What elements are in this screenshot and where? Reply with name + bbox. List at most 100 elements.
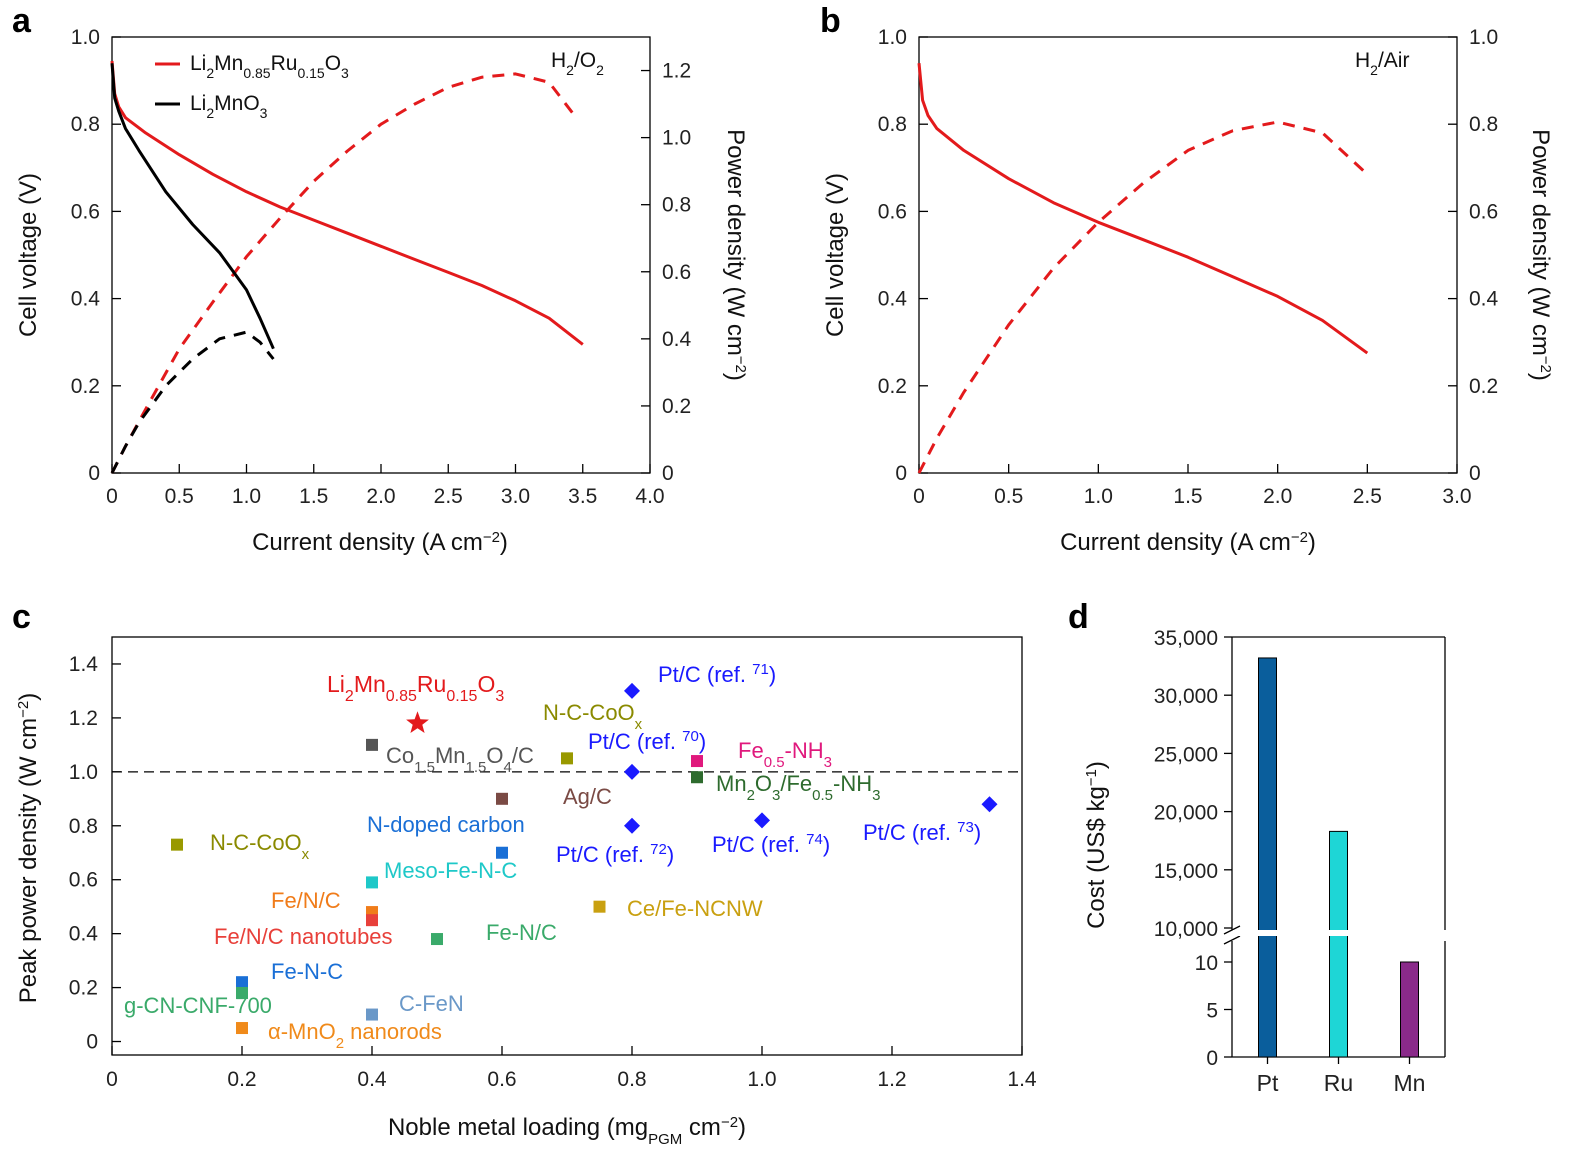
panel-a-x-label: Current density (A cm−2) bbox=[252, 529, 508, 557]
panel-a-y-ticks: 0 0.2 0.4 0.6 0.8 1.0 bbox=[71, 26, 121, 485]
panel-d-y-label: Cost (US$ kg−1) bbox=[1083, 761, 1111, 929]
y2-tick-label: 0.8 bbox=[662, 194, 691, 217]
panel-b-series bbox=[917, 63, 1369, 474]
x-tick-label: 1.2 bbox=[877, 1068, 906, 1091]
panel-b-annotation: H2/Air bbox=[1355, 49, 1409, 78]
point-label-mn2o3-fe-nh3: Mn2O3/Fe0.5-NH3 bbox=[716, 771, 880, 804]
point-label-fe-n-c-slash: Fe-N/C bbox=[486, 920, 557, 945]
panel-c-y-label: Peak power density (W cm−2) bbox=[15, 693, 43, 1004]
panel-a-series bbox=[110, 60, 584, 474]
point-label-ncco-ox-high: N-C-CoOx bbox=[543, 700, 643, 733]
y-tick-label: 0.8 bbox=[71, 113, 100, 136]
panel-b-x-ticks: 0 0.5 1.0 1.5 2.0 2.5 3.0 bbox=[913, 464, 1472, 508]
x-tick-label: 3.0 bbox=[1442, 485, 1471, 508]
x-tick-label-pt: Pt bbox=[1257, 1070, 1279, 1096]
x-tick-label: 0.4 bbox=[357, 1068, 387, 1091]
y-tick-label: 0.6 bbox=[71, 200, 100, 223]
series-line-3-power bbox=[110, 330, 275, 474]
x-tick-label: 3.5 bbox=[568, 485, 597, 508]
panel-b: b 0 0.5 1.0 1.5 2.0 2.5 3.0 0 0.2 0.4 0.6 0.8 1.0 0… bbox=[820, 2, 1555, 556]
point-n-c-coox-7 bbox=[561, 752, 573, 765]
x-tick-label: 0 bbox=[106, 485, 118, 508]
point-label-fe05-nh3: Fe0.5-NH3 bbox=[738, 738, 832, 771]
d-break-band bbox=[1233, 930, 1444, 936]
bar-ru bbox=[1329, 830, 1348, 1058]
panel-a-y2-ticks: 0 0.2 0.4 0.6 0.8 1.0 1.2 bbox=[641, 60, 692, 485]
point-meso-fe-n-c-13 bbox=[366, 876, 378, 889]
y2-tick-label: 0.4 bbox=[1469, 288, 1499, 311]
point-g-cn-cnf-700-19 bbox=[236, 986, 248, 999]
point-mn2o3-fe0-5-nh3-9 bbox=[691, 771, 703, 784]
point-label-ncco-ox-low: N-C-CoOx bbox=[210, 830, 310, 863]
point-n-c-coox-12 bbox=[171, 838, 183, 851]
x-tick-label: 0.5 bbox=[994, 485, 1023, 508]
y-tick-label: 0.4 bbox=[69, 923, 99, 946]
y2-tick-label: 0.4 bbox=[662, 328, 692, 351]
panel-b-y-label: Cell voltage (V) bbox=[822, 173, 849, 337]
panel-b-plot-frame bbox=[918, 36, 1458, 474]
x-tick-label: 2.0 bbox=[1263, 485, 1292, 508]
point-label-li2mnruo3: Li2Mn0.85Ru0.15O3 bbox=[327, 671, 504, 705]
y-tick-label: 30,000 bbox=[1154, 685, 1218, 708]
point-n-doped-carbon-11 bbox=[496, 846, 508, 859]
panel-d-bars bbox=[1233, 657, 1444, 1058]
legend-label-mn: Li2MnO3 bbox=[190, 92, 268, 121]
panel-c-point-labels: Li2Mn0.85Ru0.15O3 Pt/C (ref. 71) N-C-CoO… bbox=[124, 661, 981, 1052]
y-tick-label: 0.8 bbox=[878, 113, 907, 136]
point-label-c-fen: C-FeN bbox=[399, 991, 464, 1016]
panel-c-plot-frame bbox=[111, 636, 1023, 1056]
point-label-ce-fe-ncnw: Ce/Fe-NCNW bbox=[627, 896, 763, 921]
panel-c-letter: c bbox=[12, 598, 31, 636]
y-tick-label: 0.6 bbox=[878, 200, 907, 223]
y-tick-label: 0 bbox=[1206, 1047, 1218, 1070]
y-tick-label: 1.2 bbox=[69, 707, 98, 730]
point-pt-c-ref-73--5 bbox=[981, 796, 998, 813]
panel-b-y2-ticks: 0 0.2 0.4 0.6 0.8 1.0 bbox=[1448, 26, 1499, 485]
x-tick-label: 2.5 bbox=[1353, 485, 1382, 508]
x-tick-label: 0.2 bbox=[227, 1068, 256, 1091]
bar-pt bbox=[1258, 657, 1277, 1058]
point-label-ptc-72: Pt/C (ref. 72) bbox=[556, 841, 674, 868]
point-c-fen-20 bbox=[366, 1008, 378, 1021]
x-tick-label-mn: Mn bbox=[1394, 1070, 1426, 1096]
y2-tick-label: 1.2 bbox=[662, 60, 691, 83]
point-label-fe-n-c: Fe-N-C bbox=[271, 959, 343, 984]
y-tick-label: 5 bbox=[1206, 1000, 1218, 1023]
panel-d-letter: d bbox=[1068, 598, 1089, 636]
y-tick-label: 1.0 bbox=[878, 26, 907, 49]
panel-a-y2-label: Power density (W cm−2) bbox=[722, 129, 750, 381]
point-fe-n-c-18 bbox=[236, 976, 248, 989]
x-tick-label: 1.0 bbox=[1084, 485, 1113, 508]
point-pt-c-ref-72--3 bbox=[624, 817, 640, 834]
point-ce-fe-ncnw-16 bbox=[593, 900, 606, 913]
panel-c-points bbox=[171, 682, 998, 1035]
y2-tick-label: 0.2 bbox=[662, 395, 691, 418]
panel-b-y2-label: Power density (W cm−2) bbox=[1527, 129, 1555, 381]
y-tick-label: 0.2 bbox=[878, 375, 907, 398]
panel-a: a 0 0.5 1.0 1.5 2.0 2.5 3.0 3.5 4.0 0 0.2 0.4 0.6 0.… bbox=[12, 2, 750, 556]
y-tick-label: 20,000 bbox=[1154, 802, 1218, 825]
panel-c: c 0 0.2 0.4 0.6 0.8 1.0 1.2 1.4 0 0.2 0.4 0.6 0.8 1.… bbox=[12, 598, 1037, 1148]
y-tick-label: 1.0 bbox=[71, 26, 100, 49]
point-label-ptc-70: Pt/C (ref. 70) bbox=[588, 728, 706, 755]
point-co1-5mn1-5o4-c-6 bbox=[366, 738, 378, 751]
panel-a-y-label: Cell voltage (V) bbox=[15, 173, 42, 337]
x-tick-label: 1.5 bbox=[299, 485, 328, 508]
d-axis-break-mark bbox=[1223, 935, 1241, 945]
y-tick-label: 15,000 bbox=[1154, 860, 1218, 883]
y-tick-label: 10,000 bbox=[1154, 918, 1218, 941]
y-tick-label: 10 bbox=[1195, 952, 1218, 975]
x-tick-label: 1.0 bbox=[232, 485, 261, 508]
point-pt-c-ref-71--1 bbox=[624, 682, 640, 699]
d-axis-break-mark bbox=[1223, 925, 1241, 935]
panel-d-ticks: Pt Ru Mn 10,000 15,000 20,000 25,000 30,000 35,0… bbox=[1154, 627, 1426, 1096]
x-tick-label: 0 bbox=[913, 485, 925, 508]
point-label-meso-fe-n-c: Meso-Fe-N-C bbox=[384, 858, 517, 883]
y2-tick-label: 0.2 bbox=[1469, 375, 1498, 398]
y-tick-label: 0 bbox=[86, 1031, 98, 1054]
panel-b-y-ticks: 0 0.2 0.4 0.6 0.8 1.0 bbox=[878, 26, 928, 485]
y-tick-label: 1.0 bbox=[69, 761, 98, 784]
y-tick-label: 0 bbox=[895, 462, 907, 485]
point-li2mn0-85ru0-15o3-0 bbox=[406, 711, 429, 733]
panel-a-annotation: H2/O2 bbox=[551, 49, 604, 78]
